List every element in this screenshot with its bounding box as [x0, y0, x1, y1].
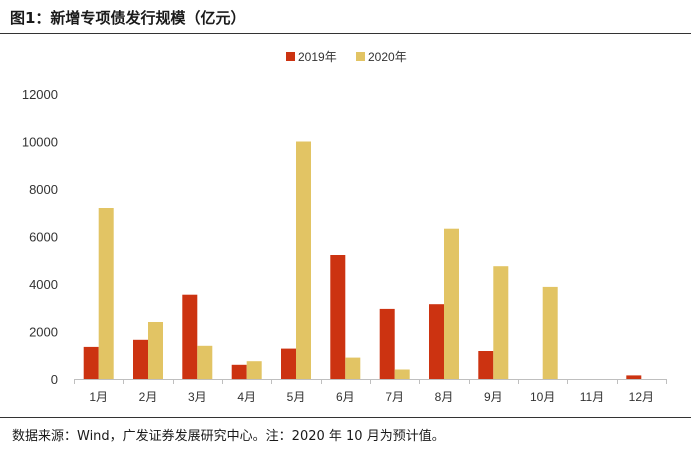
bar-2020年-10月: [542, 286, 558, 379]
y-tick-label: 10000: [22, 135, 58, 150]
y-tick-label: 2000: [29, 325, 58, 340]
bar-2019年-2月: [133, 339, 148, 379]
bar-2019年-9月: [478, 351, 494, 379]
x-tick-label: 2月: [139, 390, 158, 404]
figure-title: 图1：新增专项债发行规模（亿元）: [10, 9, 246, 27]
legend-label: 2019年: [298, 50, 337, 64]
legend-swatch: [356, 52, 365, 61]
x-tick-label: 9月: [484, 390, 503, 404]
y-tick-label: 8000: [29, 182, 58, 197]
bar-2020年-4月: [246, 361, 262, 379]
x-tick-label: 10月: [530, 390, 555, 404]
bar-2020年-8月: [444, 228, 459, 379]
legend-swatch: [286, 52, 295, 61]
x-tick-label: 12月: [629, 390, 654, 404]
bar-2020年-2月: [148, 322, 163, 379]
x-tick-label: 7月: [385, 390, 404, 404]
y-tick-label: 4000: [29, 277, 58, 292]
x-tick-label: 3月: [188, 390, 207, 404]
legend-label: 2020年: [368, 50, 407, 64]
bar-2019年-8月: [429, 304, 444, 379]
top-rule: [0, 33, 691, 34]
bar-2020年-7月: [394, 369, 410, 379]
y-tick-label: 12000: [22, 87, 58, 102]
bar-2020年-3月: [197, 345, 213, 380]
x-tick-label: 1月: [89, 390, 108, 404]
bottom-rule: [0, 417, 691, 418]
x-tick-label: 11月: [580, 390, 604, 404]
bar-2020年-1月: [98, 208, 114, 379]
bar-2019年-4月: [231, 364, 247, 380]
source-note: 数据来源：Wind，广发证券发展研究中心。注：2020 年 10 月为预计值。: [12, 429, 445, 444]
bar-2019年-3月: [182, 294, 198, 379]
bar-2019年-7月: [379, 308, 395, 379]
bar-2019年-6月: [330, 255, 346, 379]
x-tick-label: 6月: [336, 390, 355, 404]
x-tick-label: 4月: [237, 390, 256, 404]
bar-2020年-5月: [296, 141, 311, 379]
bar-2019年-12月: [626, 375, 642, 379]
bar-2019年-1月: [83, 346, 99, 379]
bar-2020年-9月: [493, 266, 509, 379]
bar-2019年-5月: [281, 348, 296, 379]
x-tick-label: 8月: [435, 390, 454, 404]
x-tick-label: 5月: [287, 390, 306, 404]
bar-2020年-6月: [345, 357, 361, 379]
y-tick-label: 0: [51, 372, 58, 387]
y-tick-label: 6000: [29, 230, 58, 245]
